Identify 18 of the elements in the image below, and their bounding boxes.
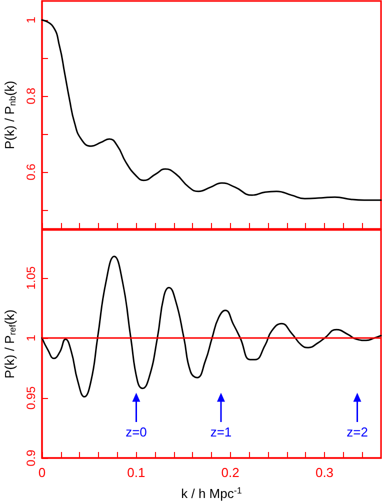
line-series	[41, 256, 382, 398]
y-axis-title: P(k) / Pnb(k)	[2, 80, 18, 150]
annotation: z=2	[346, 424, 368, 440]
x-tick-label: 0.1	[127, 465, 146, 480]
y-axis-title: P(k) / Pref(k)	[2, 309, 18, 378]
y-tick-label: 0.6	[24, 163, 38, 180]
x-tick-label: 0.3	[315, 465, 334, 480]
y-tick-label: 1.05	[24, 266, 38, 290]
annotation: z=1	[210, 424, 232, 440]
y-tick-label: 0.9	[24, 449, 38, 466]
x-tick-label: 0.2	[221, 465, 240, 480]
line-series	[41, 19, 382, 201]
annotation: z=0	[126, 424, 147, 440]
y-tick-label: 1	[24, 334, 38, 342]
x-tick-label: 0	[38, 465, 46, 480]
y-tick-label: 1	[24, 16, 38, 24]
y-tick-label: 0.95	[24, 386, 38, 410]
y-tick-label: 0.8	[24, 87, 38, 104]
